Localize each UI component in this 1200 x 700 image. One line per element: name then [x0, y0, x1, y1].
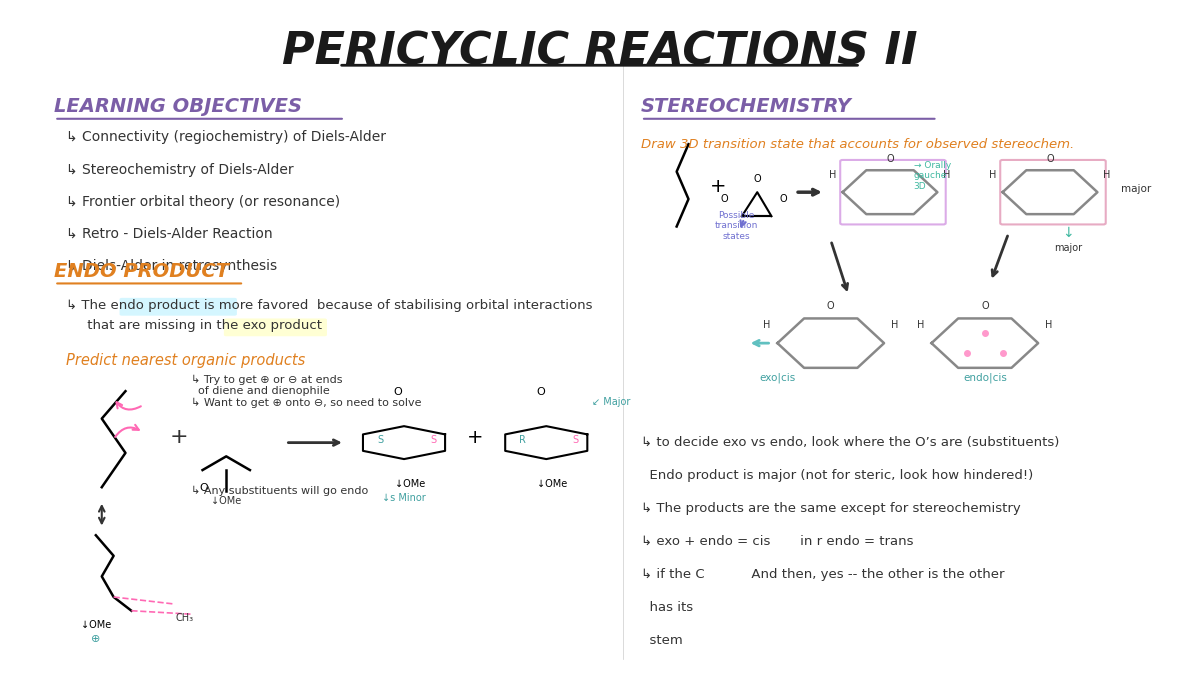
Text: O: O [827, 301, 834, 312]
Text: major: major [1054, 242, 1082, 253]
Text: STEREOCHEMISTRY: STEREOCHEMISTRY [641, 97, 852, 116]
Text: H: H [829, 171, 836, 181]
Text: O: O [982, 301, 989, 312]
Text: ENDO PRODUCT: ENDO PRODUCT [54, 262, 229, 281]
Text: Possible
transition
states: Possible transition states [714, 211, 757, 241]
Text: exo|cis: exo|cis [760, 373, 796, 384]
Text: ⊕: ⊕ [91, 634, 101, 643]
Text: stem: stem [641, 634, 683, 647]
Text: ↳ Any substituents will go endo: ↳ Any substituents will go endo [191, 486, 368, 496]
Text: S: S [377, 435, 383, 444]
Text: H: H [917, 320, 924, 330]
Text: +: + [710, 177, 726, 196]
Text: Predict nearest organic products: Predict nearest organic products [66, 353, 306, 368]
Text: O: O [394, 386, 402, 397]
FancyBboxPatch shape [224, 318, 326, 336]
Text: +: + [467, 428, 484, 447]
Text: ↳ Try to get ⊕ or ⊖ at ends
  of diene and dienophile
↳ Want to get ⊕ onto ⊖, so: ↳ Try to get ⊕ or ⊖ at ends of diene and… [191, 374, 421, 408]
Text: O: O [886, 154, 894, 164]
Text: ↳ to decide exo vs endo, look where the O’s are (substituents): ↳ to decide exo vs endo, look where the … [641, 436, 1060, 449]
Text: O: O [780, 195, 787, 204]
Text: that are missing in the exo product: that are missing in the exo product [66, 319, 323, 332]
Text: ↳ Frontier orbital theory (or resonance): ↳ Frontier orbital theory (or resonance) [66, 195, 341, 209]
Text: +: + [169, 426, 188, 447]
Text: ↳ Stereochemistry of Diels-Alder: ↳ Stereochemistry of Diels-Alder [66, 162, 294, 176]
Text: has its: has its [641, 601, 694, 614]
Text: ↓OMe: ↓OMe [80, 620, 110, 630]
Text: O: O [754, 174, 761, 184]
Text: major: major [1121, 184, 1151, 194]
Text: ↳ Connectivity (regiochemistry) of Diels-Alder: ↳ Connectivity (regiochemistry) of Diels… [66, 130, 386, 144]
Text: O: O [199, 483, 208, 493]
Text: H: H [1045, 320, 1052, 330]
Text: ↳ The endo product is more favored  because of stabilising orbital interactions: ↳ The endo product is more favored becau… [66, 299, 593, 312]
Text: R: R [520, 435, 526, 444]
Text: ↓OMe: ↓OMe [395, 480, 425, 489]
Text: ↳ exo + endo = cis       in r endo = trans: ↳ exo + endo = cis in r endo = trans [641, 535, 913, 548]
Text: ↓OMe: ↓OMe [538, 480, 568, 489]
Text: CH₃: CH₃ [175, 613, 194, 623]
Text: S: S [572, 435, 578, 444]
Text: ↳ if the C           And then, yes -- the other is the other: ↳ if the C And then, yes -- the other is… [641, 568, 1004, 581]
FancyBboxPatch shape [120, 298, 236, 316]
Text: Endo product is major (not for steric, look how hindered!): Endo product is major (not for steric, l… [641, 469, 1033, 482]
Text: → Orally
gauche
3D: → Orally gauche 3D [913, 161, 950, 191]
Text: H: H [763, 320, 770, 330]
Text: S: S [431, 435, 437, 444]
Text: Draw 3D transition state that accounts for observed stereochem.: Draw 3D transition state that accounts f… [641, 138, 1074, 150]
Text: H: H [892, 320, 899, 330]
Text: O: O [720, 195, 728, 204]
Text: ↓: ↓ [1062, 226, 1074, 240]
Text: ↳ Retro - Diels-Alder Reaction: ↳ Retro - Diels-Alder Reaction [66, 227, 272, 241]
Text: ↳ The products are the same except for stereochemistry: ↳ The products are the same except for s… [641, 502, 1021, 515]
Text: ↙ Major: ↙ Major [593, 397, 631, 407]
Text: H: H [990, 171, 997, 181]
Text: LEARNING OBJECTIVES: LEARNING OBJECTIVES [54, 97, 302, 116]
Text: PERICYCLIC REACTIONS II: PERICYCLIC REACTIONS II [282, 30, 917, 73]
Text: O: O [1046, 154, 1054, 164]
Text: ↳ Diels-Alder in retrosynthesis: ↳ Diels-Alder in retrosynthesis [66, 259, 277, 273]
Text: H: H [943, 171, 950, 181]
Text: ↓s Minor: ↓s Minor [382, 493, 426, 503]
Text: H: H [1103, 171, 1111, 181]
Text: endo|cis: endo|cis [962, 373, 1007, 384]
Text: O: O [536, 386, 545, 397]
Text: ↓OMe: ↓OMe [211, 496, 241, 506]
